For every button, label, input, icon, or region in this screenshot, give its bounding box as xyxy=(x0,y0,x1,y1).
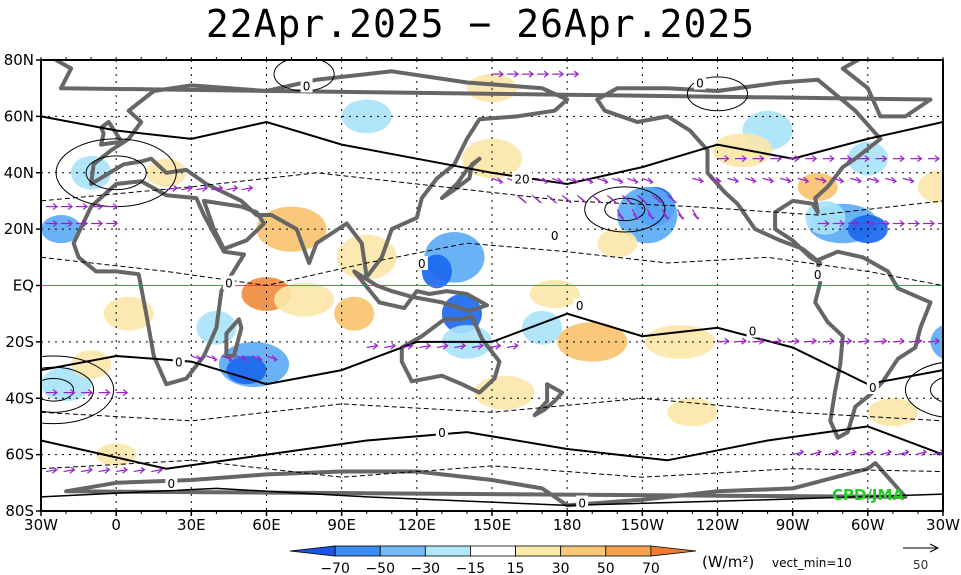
colorbar-swatch xyxy=(379,545,426,557)
contour-label: 0 xyxy=(438,426,446,440)
lat-tick-label: 20N xyxy=(4,220,34,238)
reference-vector xyxy=(903,543,940,553)
lon-tick-label: 30E xyxy=(177,516,206,534)
lat-tick-label: 40S xyxy=(5,389,34,407)
contour-label-bg xyxy=(172,354,185,369)
colorbar-label: −15 xyxy=(456,561,486,575)
colorbar-label: 15 xyxy=(507,561,525,575)
lat-tick-label: 80N xyxy=(4,51,34,69)
contour-label: 0 xyxy=(225,277,233,291)
land-outlines xyxy=(51,60,933,508)
colorbar-unit: (W/m²) xyxy=(702,553,754,571)
contour-labels: 0 0 0 0 0 0 20 0 0 0 0 0 0 0 xyxy=(165,75,879,511)
colorbar-swatch xyxy=(560,545,607,557)
lat-tick-label: 20S xyxy=(5,333,34,351)
contour-label-bg xyxy=(222,275,235,290)
contour-label-bg xyxy=(548,227,561,242)
colorbar-swatch xyxy=(424,545,471,557)
colorbar-label: 50 xyxy=(597,561,615,575)
lon-tick-label: 0 xyxy=(111,516,121,534)
contour-label-bg xyxy=(746,323,759,338)
lon-tick-label: 120E xyxy=(398,516,436,534)
lon-tick-label: 90W xyxy=(776,516,810,534)
lon-tick-label: 150E xyxy=(473,516,511,534)
lon-tick-label: 60W xyxy=(851,516,885,534)
lat-tick-label: 60N xyxy=(4,107,34,125)
contour-label: 0 xyxy=(749,325,757,339)
contour-label: 0 xyxy=(576,299,584,313)
contour-label: 0 xyxy=(167,477,175,491)
colorbar-swatch xyxy=(334,545,381,557)
lat-tick-label: EQ xyxy=(13,277,34,295)
lon-tick-label: 180 xyxy=(553,516,582,534)
lon-tick-label: 150W xyxy=(621,516,665,534)
contour-label: 20 xyxy=(514,172,529,186)
lon-tick-label: 60E xyxy=(252,516,281,534)
colorbar-swatch xyxy=(289,545,336,557)
lat-tick-label: 60S xyxy=(5,446,34,464)
contour-label: 0 xyxy=(551,229,559,243)
contour-label-bg xyxy=(435,425,448,440)
contour-lines xyxy=(41,60,943,507)
colorbar-label: −50 xyxy=(365,561,395,575)
lat-tick-label: 80S xyxy=(5,502,34,520)
colorbar-swatch xyxy=(470,545,516,557)
map-credit: CPD/JMA xyxy=(832,486,904,504)
flux-vectors xyxy=(45,70,943,474)
lon-tick-label: 120W xyxy=(696,516,740,534)
map-title: 22Apr.2025 − 26Apr.2025 xyxy=(205,2,756,46)
contour-label: 0 xyxy=(418,257,426,271)
contour-label: 0 xyxy=(303,79,311,93)
contour-label: 0 xyxy=(869,381,877,395)
contour-label: 0 xyxy=(175,356,183,370)
lon-tick-label: 90E xyxy=(327,516,356,534)
colorbar-label: 30 xyxy=(552,561,570,575)
contour-label-bg xyxy=(300,78,313,93)
contour-label: 0 xyxy=(696,77,704,91)
colorbar-label: 70 xyxy=(642,561,660,575)
colorbar-label: −70 xyxy=(320,561,350,575)
colorbar-label: −30 xyxy=(411,561,441,575)
contour-label-bg xyxy=(165,475,178,490)
contour-label-bg xyxy=(866,379,879,394)
reference-vector-value: 50 xyxy=(913,558,928,572)
contour-label: 0 xyxy=(814,268,822,282)
contour-label-bg xyxy=(573,298,586,313)
contour-label-bg xyxy=(811,267,824,282)
colorbar: −70 −50 −30 −15 15 30 50 70 xyxy=(289,545,697,575)
colorbar-swatch xyxy=(515,545,562,557)
colorbar-swatch xyxy=(650,545,697,557)
contour-label-bg xyxy=(576,495,589,510)
contour-label-bg xyxy=(415,255,428,270)
colorbar-swatch xyxy=(605,545,652,557)
lat-tick-label: 40N xyxy=(4,164,34,182)
lon-tick-label: 30W xyxy=(926,516,960,534)
contour-label-bg xyxy=(512,171,533,186)
vect-min-label: vect_min=10 xyxy=(772,556,852,570)
lon-tick-label: 30W xyxy=(24,516,58,534)
contour-label: 0 xyxy=(578,497,586,511)
contour-label-bg xyxy=(693,75,706,90)
